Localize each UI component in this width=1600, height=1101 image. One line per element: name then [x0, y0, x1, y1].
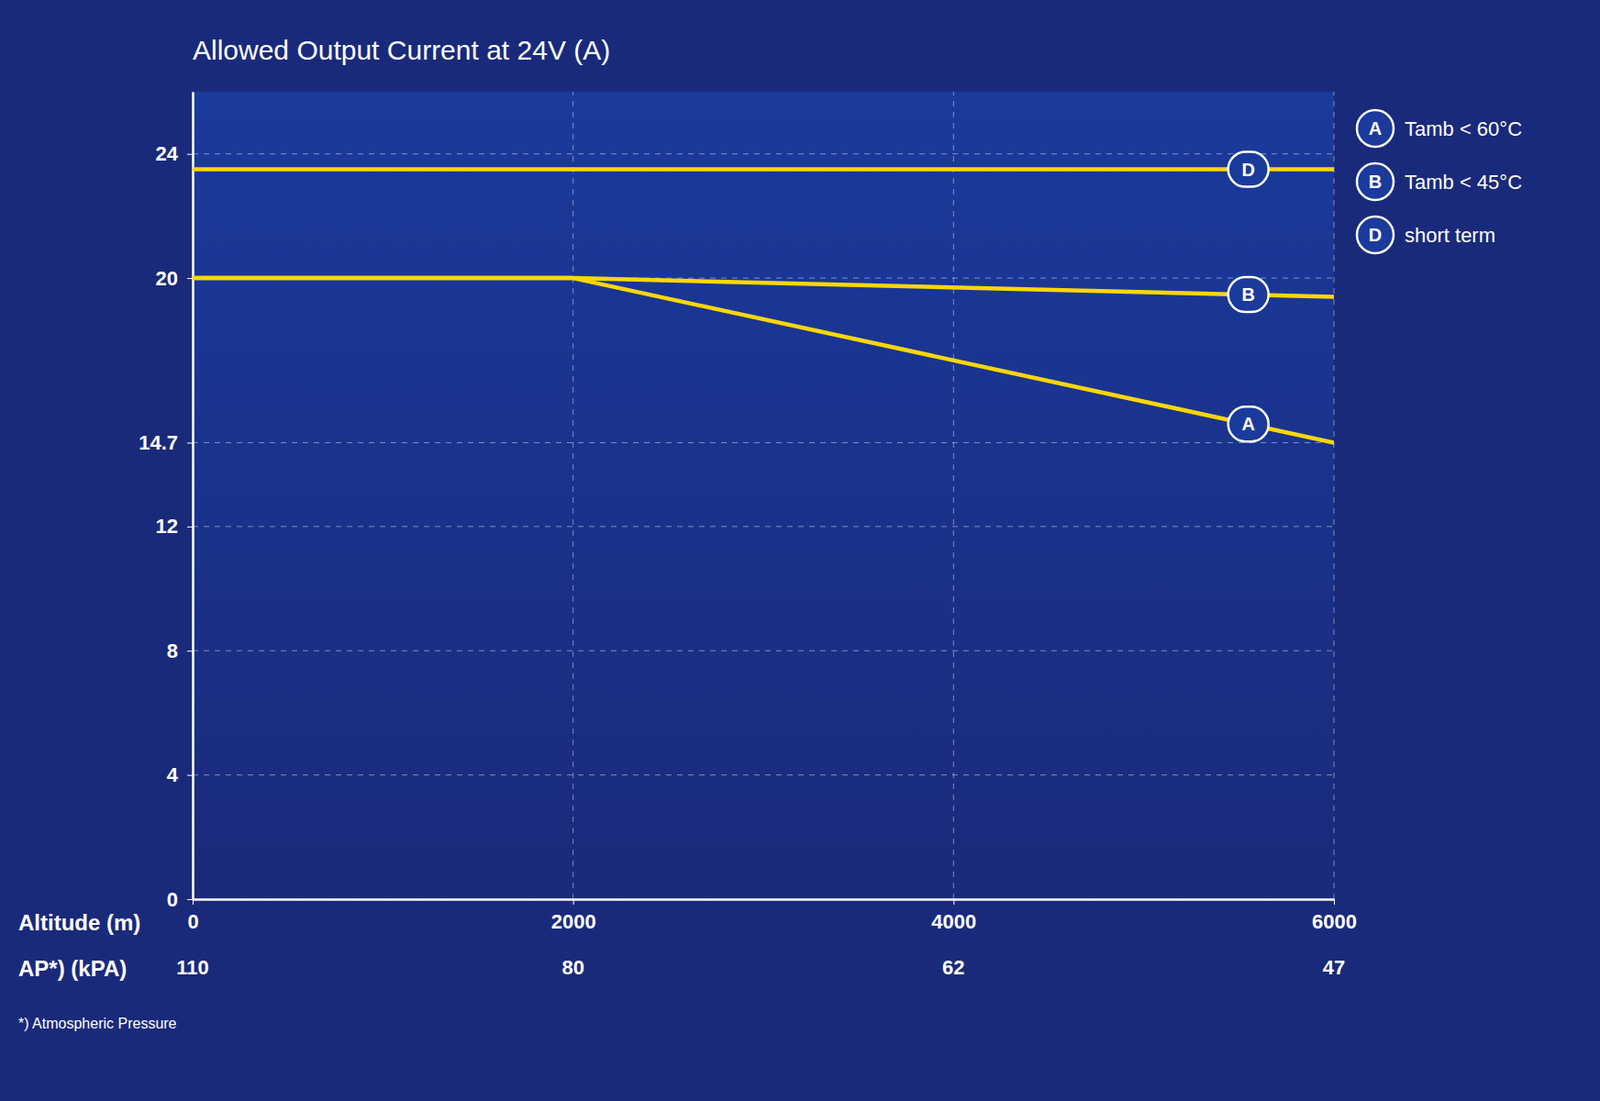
y-tick: 14.7: [138, 431, 193, 455]
x2-tick-label: 47: [1322, 955, 1345, 979]
y-tick-mark: [187, 154, 193, 156]
y-tick: 8: [166, 639, 193, 663]
x-tick-mark: [573, 899, 575, 905]
y-tick: 12: [155, 514, 193, 538]
x-tick: 2000: [551, 899, 597, 934]
x-tick: 4000: [931, 899, 977, 934]
legend-label: Tamb < 60°C: [1404, 117, 1523, 141]
line-label-oval: [1228, 277, 1269, 312]
grid-line-y: [192, 153, 1334, 155]
line-label: A: [1228, 406, 1269, 442]
y-axis-line: [191, 92, 195, 900]
line-label-oval: [1228, 406, 1269, 442]
grid-line-x: [192, 91, 194, 900]
y-tick-label: 20: [155, 266, 178, 290]
line-label-oval: [1228, 152, 1269, 188]
legend-symbol: [1356, 163, 1394, 200]
grid-line-x: [1333, 91, 1335, 900]
chart: 0 4 8 12 14.7 20 24 0 2000 4000 6000 110 80 62 47 Altit…: [0, 0, 1600, 1101]
legend: A Tamb < 60°C B Tamb < 45°C Dshort term: [1356, 110, 1523, 254]
series-line: [192, 166, 1334, 172]
legend-letter: D: [1368, 224, 1382, 245]
x-tick-mark: [192, 899, 194, 905]
legend-label: short term: [1404, 223, 1496, 247]
line-label-text: B: [1241, 284, 1255, 305]
y-tick-mark: [187, 442, 193, 444]
line-label-text: D: [1241, 159, 1255, 180]
x-tick-label: 6000: [1311, 910, 1357, 934]
line-label: D: [1228, 152, 1269, 188]
series-line: [192, 277, 1334, 297]
plot-background: [192, 91, 1334, 900]
line-label: B: [1228, 277, 1269, 312]
x-tick-mark: [953, 899, 955, 905]
y-tick-mark: [187, 899, 193, 900]
legend-symbol: [1356, 110, 1394, 147]
x2-tick-label: 62: [942, 955, 965, 979]
lines: [192, 169, 1334, 444]
x2-tick-label: 80: [561, 955, 584, 979]
legend-symbol: [1356, 216, 1394, 254]
x-axis-line: [193, 898, 1335, 901]
y-tick-mark: [187, 775, 193, 777]
x2-axis-title: AP*) (kPA): [18, 955, 127, 981]
legend-item: B Tamb < 45°C: [1356, 163, 1523, 200]
y-axis: 0 4 8 12 14.7 20 24: [138, 92, 193, 912]
grid-line-x: [953, 91, 955, 900]
grid-line-y: [192, 899, 1334, 900]
x2-axis: 110 80 62 47: [176, 955, 1345, 979]
x-tick: 6000: [1311, 899, 1357, 934]
series-line: [192, 277, 1334, 443]
y-tick-label: 12: [155, 514, 178, 538]
x-tick-label: 4000: [931, 910, 977, 934]
grid-line-y: [192, 525, 1334, 527]
grid-line-x: [572, 91, 574, 900]
x-tick-label: 0: [187, 910, 199, 934]
y-tick: 20: [155, 266, 193, 290]
y-tick-label: 14.7: [138, 431, 178, 455]
x2-tick-label: 110: [176, 955, 210, 979]
x-tick-label: 2000: [551, 910, 597, 934]
legend-letter: A: [1368, 118, 1382, 139]
grid: [192, 91, 1334, 900]
grid-line-y: [192, 442, 1334, 444]
x-tick-mark: [1333, 899, 1335, 905]
y-tick: 4: [166, 763, 193, 787]
x-axis-title: Altitude (m): [18, 910, 141, 935]
footnote: *) Atmospheric Pressure: [18, 1015, 178, 1032]
grid-line-y: [192, 650, 1334, 652]
legend-item: Dshort term: [1356, 216, 1496, 254]
line-labels: A B D: [1228, 152, 1269, 443]
y-tick-label: 0: [166, 888, 178, 912]
y-tick: 0: [166, 888, 193, 912]
grid-line-y: [192, 774, 1334, 776]
legend-letter: B: [1368, 171, 1382, 192]
line-label-text: A: [1241, 413, 1255, 434]
y-tick-mark: [187, 526, 193, 528]
y-tick-mark: [187, 650, 193, 652]
title: Allowed Output Current at 24V (A): [192, 34, 611, 66]
x-tick: 0: [187, 899, 199, 934]
y-tick: 24: [155, 142, 193, 166]
y-tick-label: 4: [166, 763, 179, 787]
legend-label: Tamb < 45°C: [1404, 170, 1523, 194]
y-tick-mark: [187, 277, 193, 279]
y-tick-label: 8: [166, 639, 178, 663]
legend-item: A Tamb < 60°C: [1356, 110, 1523, 147]
x-axis: 0 2000 4000 6000: [187, 899, 1357, 934]
y-tick-label: 24: [155, 142, 179, 166]
